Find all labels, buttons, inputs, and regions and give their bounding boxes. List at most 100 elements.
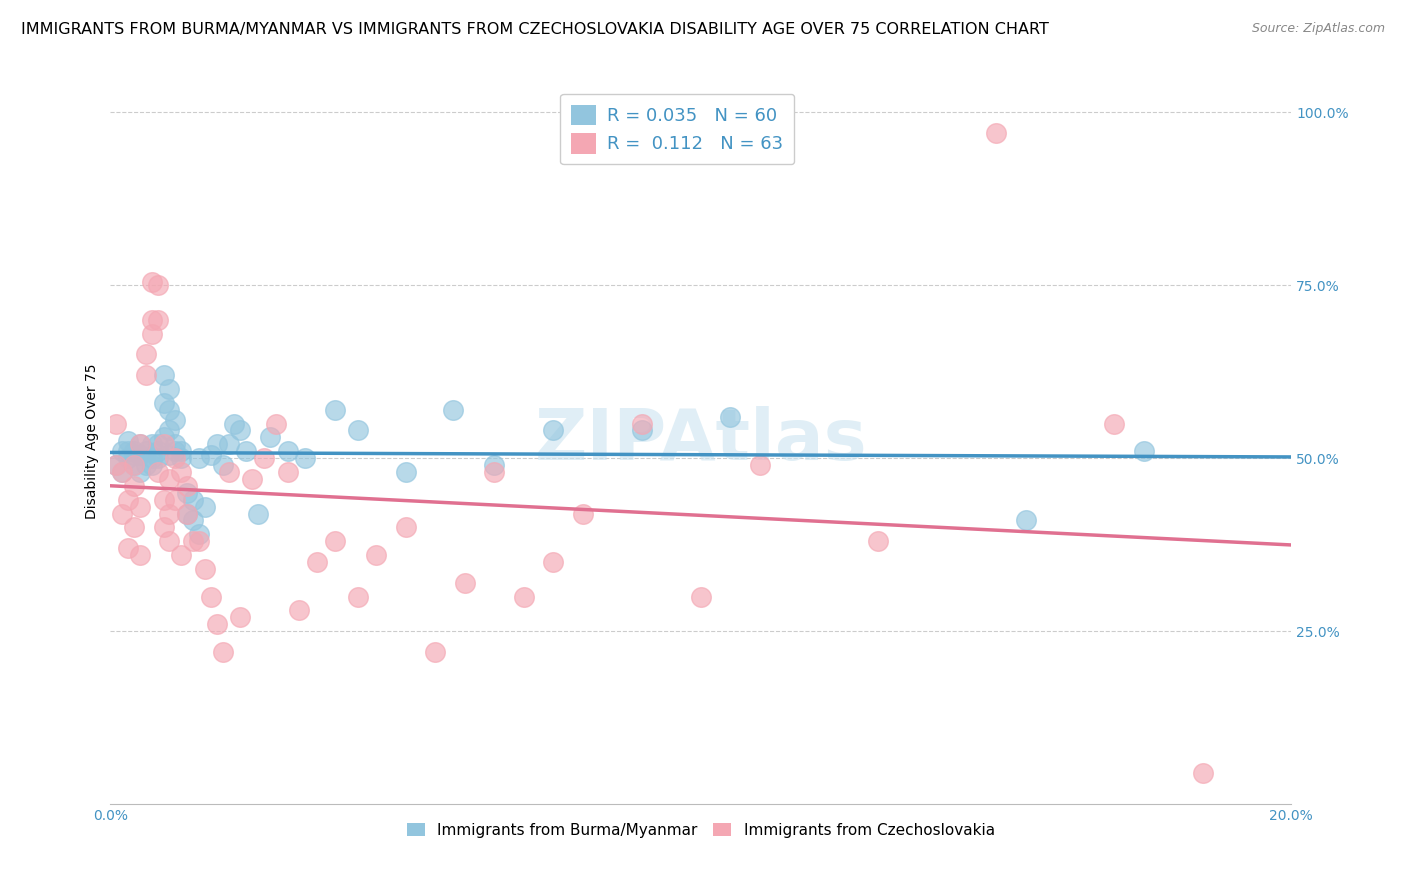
Point bbox=[323, 402, 346, 417]
Point bbox=[1191, 766, 1213, 780]
Point bbox=[211, 645, 233, 659]
Point bbox=[165, 451, 187, 466]
Point bbox=[630, 417, 652, 431]
Point bbox=[454, 575, 477, 590]
Point bbox=[748, 458, 770, 472]
Point bbox=[1132, 444, 1154, 458]
Point bbox=[277, 444, 299, 458]
Point bbox=[170, 548, 193, 562]
Point bbox=[122, 444, 145, 458]
Point bbox=[117, 541, 139, 556]
Point bbox=[194, 500, 217, 514]
Point bbox=[129, 437, 152, 451]
Point bbox=[117, 492, 139, 507]
Point bbox=[264, 417, 287, 431]
Point bbox=[105, 458, 128, 472]
Point bbox=[141, 437, 163, 451]
Point bbox=[366, 548, 388, 562]
Point bbox=[288, 603, 311, 617]
Point bbox=[117, 434, 139, 448]
Text: ZIPAtlas: ZIPAtlas bbox=[534, 407, 868, 475]
Point bbox=[129, 448, 152, 462]
Point bbox=[122, 448, 145, 462]
Point bbox=[181, 492, 204, 507]
Point bbox=[235, 444, 257, 458]
Point bbox=[152, 368, 174, 383]
Point bbox=[541, 424, 564, 438]
Point bbox=[218, 465, 240, 479]
Point bbox=[129, 500, 152, 514]
Point bbox=[146, 444, 169, 458]
Point bbox=[146, 465, 169, 479]
Point bbox=[205, 617, 228, 632]
Point bbox=[176, 485, 198, 500]
Point bbox=[718, 409, 741, 424]
Point bbox=[176, 507, 198, 521]
Point bbox=[866, 534, 889, 549]
Point bbox=[159, 472, 181, 486]
Point bbox=[141, 312, 163, 326]
Point bbox=[188, 534, 211, 549]
Point bbox=[188, 527, 211, 541]
Point bbox=[135, 444, 157, 458]
Point bbox=[135, 458, 157, 472]
Point bbox=[165, 437, 187, 451]
Point bbox=[170, 444, 193, 458]
Point bbox=[347, 424, 370, 438]
Point bbox=[122, 479, 145, 493]
Point bbox=[307, 555, 329, 569]
Point bbox=[200, 590, 222, 604]
Point bbox=[218, 437, 240, 451]
Point bbox=[122, 458, 145, 472]
Point bbox=[484, 458, 506, 472]
Point bbox=[294, 451, 316, 466]
Point bbox=[1014, 514, 1036, 528]
Point bbox=[170, 465, 193, 479]
Point bbox=[159, 507, 181, 521]
Point bbox=[111, 465, 134, 479]
Point bbox=[512, 590, 534, 604]
Point bbox=[129, 465, 152, 479]
Point bbox=[117, 444, 139, 458]
Point bbox=[122, 520, 145, 534]
Point bbox=[484, 465, 506, 479]
Text: IMMIGRANTS FROM BURMA/MYANMAR VS IMMIGRANTS FROM CZECHOSLOVAKIA DISABILITY AGE O: IMMIGRANTS FROM BURMA/MYANMAR VS IMMIGRA… bbox=[21, 22, 1049, 37]
Point bbox=[200, 448, 222, 462]
Point bbox=[188, 451, 211, 466]
Point bbox=[181, 534, 204, 549]
Point bbox=[176, 479, 198, 493]
Point bbox=[135, 347, 157, 361]
Point bbox=[425, 645, 447, 659]
Point bbox=[152, 520, 174, 534]
Point bbox=[630, 424, 652, 438]
Point bbox=[152, 492, 174, 507]
Point bbox=[165, 492, 187, 507]
Legend: Immigrants from Burma/Myanmar, Immigrants from Czechoslovakia: Immigrants from Burma/Myanmar, Immigrant… bbox=[401, 817, 1001, 844]
Point bbox=[146, 278, 169, 293]
Point bbox=[146, 437, 169, 451]
Y-axis label: Disability Age Over 75: Disability Age Over 75 bbox=[86, 363, 100, 518]
Point bbox=[205, 437, 228, 451]
Point bbox=[229, 610, 252, 624]
Point bbox=[141, 275, 163, 289]
Point bbox=[1102, 417, 1125, 431]
Point bbox=[111, 465, 134, 479]
Point bbox=[347, 590, 370, 604]
Point bbox=[229, 424, 252, 438]
Point bbox=[441, 402, 464, 417]
Point bbox=[146, 312, 169, 326]
Point bbox=[240, 472, 263, 486]
Point bbox=[111, 507, 134, 521]
Point bbox=[152, 430, 174, 444]
Point bbox=[194, 562, 217, 576]
Point bbox=[105, 458, 128, 472]
Point bbox=[146, 451, 169, 466]
Point bbox=[323, 534, 346, 549]
Point bbox=[247, 507, 270, 521]
Point bbox=[141, 458, 163, 472]
Point bbox=[129, 437, 152, 451]
Point bbox=[159, 424, 181, 438]
Point bbox=[129, 548, 152, 562]
Point bbox=[159, 382, 181, 396]
Point bbox=[224, 417, 246, 431]
